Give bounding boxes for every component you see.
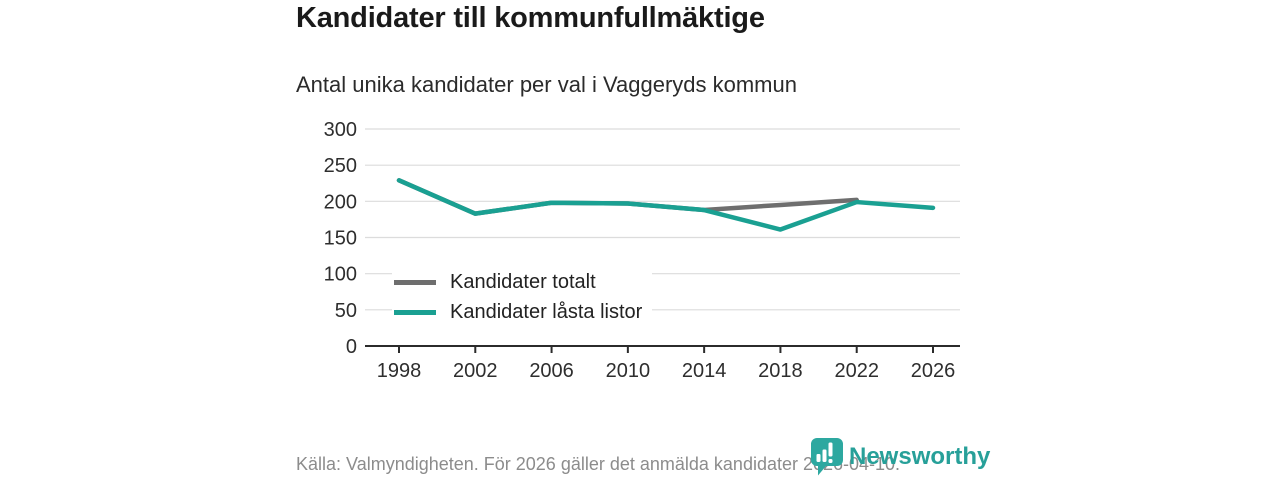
chart-subtitle: Antal unika kandidater per val i Vaggery… [296,72,797,97]
legend-label-totalt: Kandidater totalt [450,270,596,293]
source-note: Källa: Valmyndigheten. För 2026 gäller d… [296,454,901,474]
legend-swatch-totalt [394,279,436,285]
svg-text:300: 300 [324,119,357,141]
svg-text:2014: 2014 [682,360,727,382]
svg-text:150: 150 [324,228,357,250]
legend-swatch-lasta-listor [394,309,436,315]
svg-text:2002: 2002 [453,360,498,382]
newsworthy-icon [811,438,843,476]
legend-item-kandidater-totalt: Kandidater totalt [394,267,642,297]
svg-text:0: 0 [346,336,357,358]
newsworthy-logo: Newsworthy [810,437,990,477]
svg-text:200: 200 [324,191,357,213]
svg-text:250: 250 [324,155,357,177]
svg-text:2018: 2018 [758,360,803,382]
chart-legend: Kandidater totalt Kandidater låsta listo… [392,266,653,328]
svg-text:50: 50 [335,300,357,322]
line-chart: 0 50 100 150 200 250 300 1998 2002 2006 2010 2014 20… [324,119,960,382]
svg-text:2026: 2026 [911,360,956,382]
newsworthy-wordmark: Newsworthy [849,443,991,470]
svg-text:100: 100 [324,264,357,286]
svg-text:1998: 1998 [377,360,422,382]
chart-title: Kandidater till kommunfullmäktige [296,2,765,34]
svg-text:2010: 2010 [606,360,651,382]
legend-label-lasta-listor: Kandidater låsta listor [450,300,643,323]
legend-item-kandidater-lasta-listor: Kandidater låsta listor [394,297,642,327]
svg-text:2006: 2006 [529,360,574,382]
svg-text:2022: 2022 [834,360,879,382]
